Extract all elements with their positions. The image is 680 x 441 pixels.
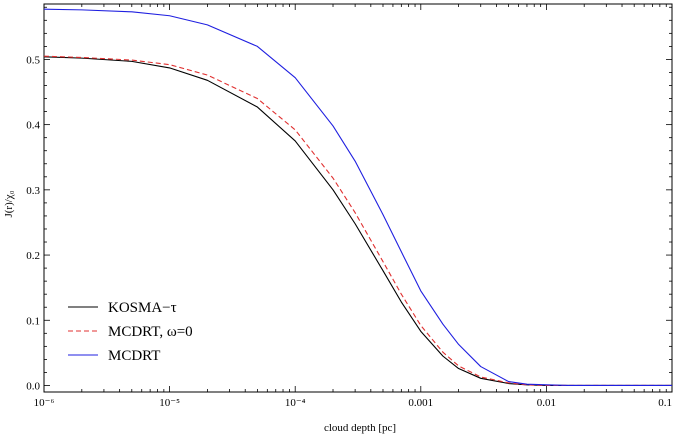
x-tick-label: 0.01	[537, 397, 556, 409]
y-axis-title: J(r)/χ₀	[3, 190, 15, 217]
series-layer	[43, 8, 672, 387]
y-tick-label: 0.3	[26, 185, 40, 197]
legend-label: MCDRT, ω=0	[108, 324, 193, 340]
x-tick-label: 10⁻⁴	[285, 397, 306, 409]
y-tick-label: 0.0	[26, 380, 40, 392]
legend: KOSMA−τ MCDRT, ω=0 MCDRT	[68, 300, 193, 364]
x-tick-label: 10⁻⁶	[34, 397, 55, 409]
y-tick-label: 0.4	[26, 120, 40, 132]
y-tick-label: 0.2	[26, 250, 40, 262]
x-axis-ticks: 10⁻⁶ 10⁻⁵ 10⁻⁴ 0.001 0.01 0.1	[34, 4, 673, 409]
x-tick-label: 0.001	[408, 397, 433, 409]
y-tick-label: 0.1	[26, 315, 40, 327]
series-line	[43, 8, 672, 387]
plot-area	[43, 3, 673, 393]
x-tick-label: 10⁻⁵	[159, 397, 180, 409]
y-axis-ticks: 0.0 0.1 0.2 0.3 0.4 0.5	[26, 6, 672, 392]
legend-label: MCDRT	[108, 348, 160, 364]
x-axis-title: cloud depth [pc]	[324, 422, 396, 434]
y-tick-label: 0.5	[26, 54, 40, 66]
legend-label: KOSMA−τ	[108, 300, 177, 316]
plot-frame	[43, 3, 673, 393]
x-tick-label: 0.1	[658, 397, 672, 409]
